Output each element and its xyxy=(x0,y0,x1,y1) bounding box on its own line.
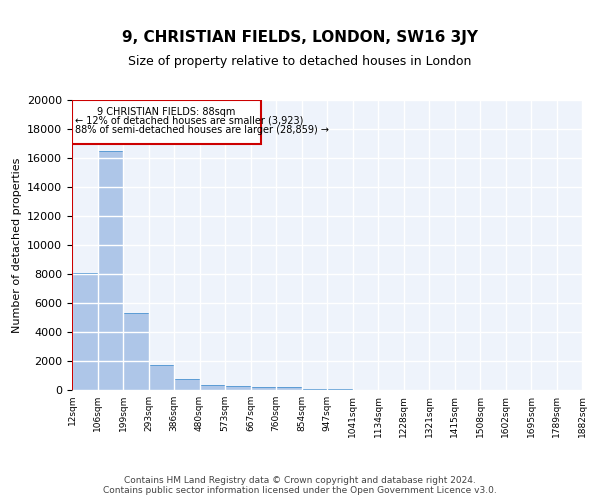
FancyBboxPatch shape xyxy=(72,100,261,144)
Bar xyxy=(123,313,149,390)
Text: 9, CHRISTIAN FIELDS, LONDON, SW16 3JY: 9, CHRISTIAN FIELDS, LONDON, SW16 3JY xyxy=(122,30,478,45)
Y-axis label: Number of detached properties: Number of detached properties xyxy=(11,158,22,332)
Bar xyxy=(199,385,225,390)
Text: 88% of semi-detached houses are larger (28,859) →: 88% of semi-detached houses are larger (… xyxy=(74,124,329,134)
Text: 9 CHRISTIAN FIELDS: 88sqm: 9 CHRISTIAN FIELDS: 88sqm xyxy=(97,108,236,118)
Bar xyxy=(276,388,302,390)
Bar xyxy=(225,386,251,390)
Bar xyxy=(149,364,174,390)
Bar xyxy=(174,379,199,390)
Bar xyxy=(302,388,327,390)
Text: ← 12% of detached houses are smaller (3,923): ← 12% of detached houses are smaller (3,… xyxy=(74,116,303,126)
Bar xyxy=(251,387,276,390)
Text: Contains HM Land Registry data © Crown copyright and database right 2024.
Contai: Contains HM Land Registry data © Crown c… xyxy=(103,476,497,495)
Text: Size of property relative to detached houses in London: Size of property relative to detached ho… xyxy=(128,55,472,68)
Bar xyxy=(97,151,123,390)
Bar xyxy=(72,272,97,390)
